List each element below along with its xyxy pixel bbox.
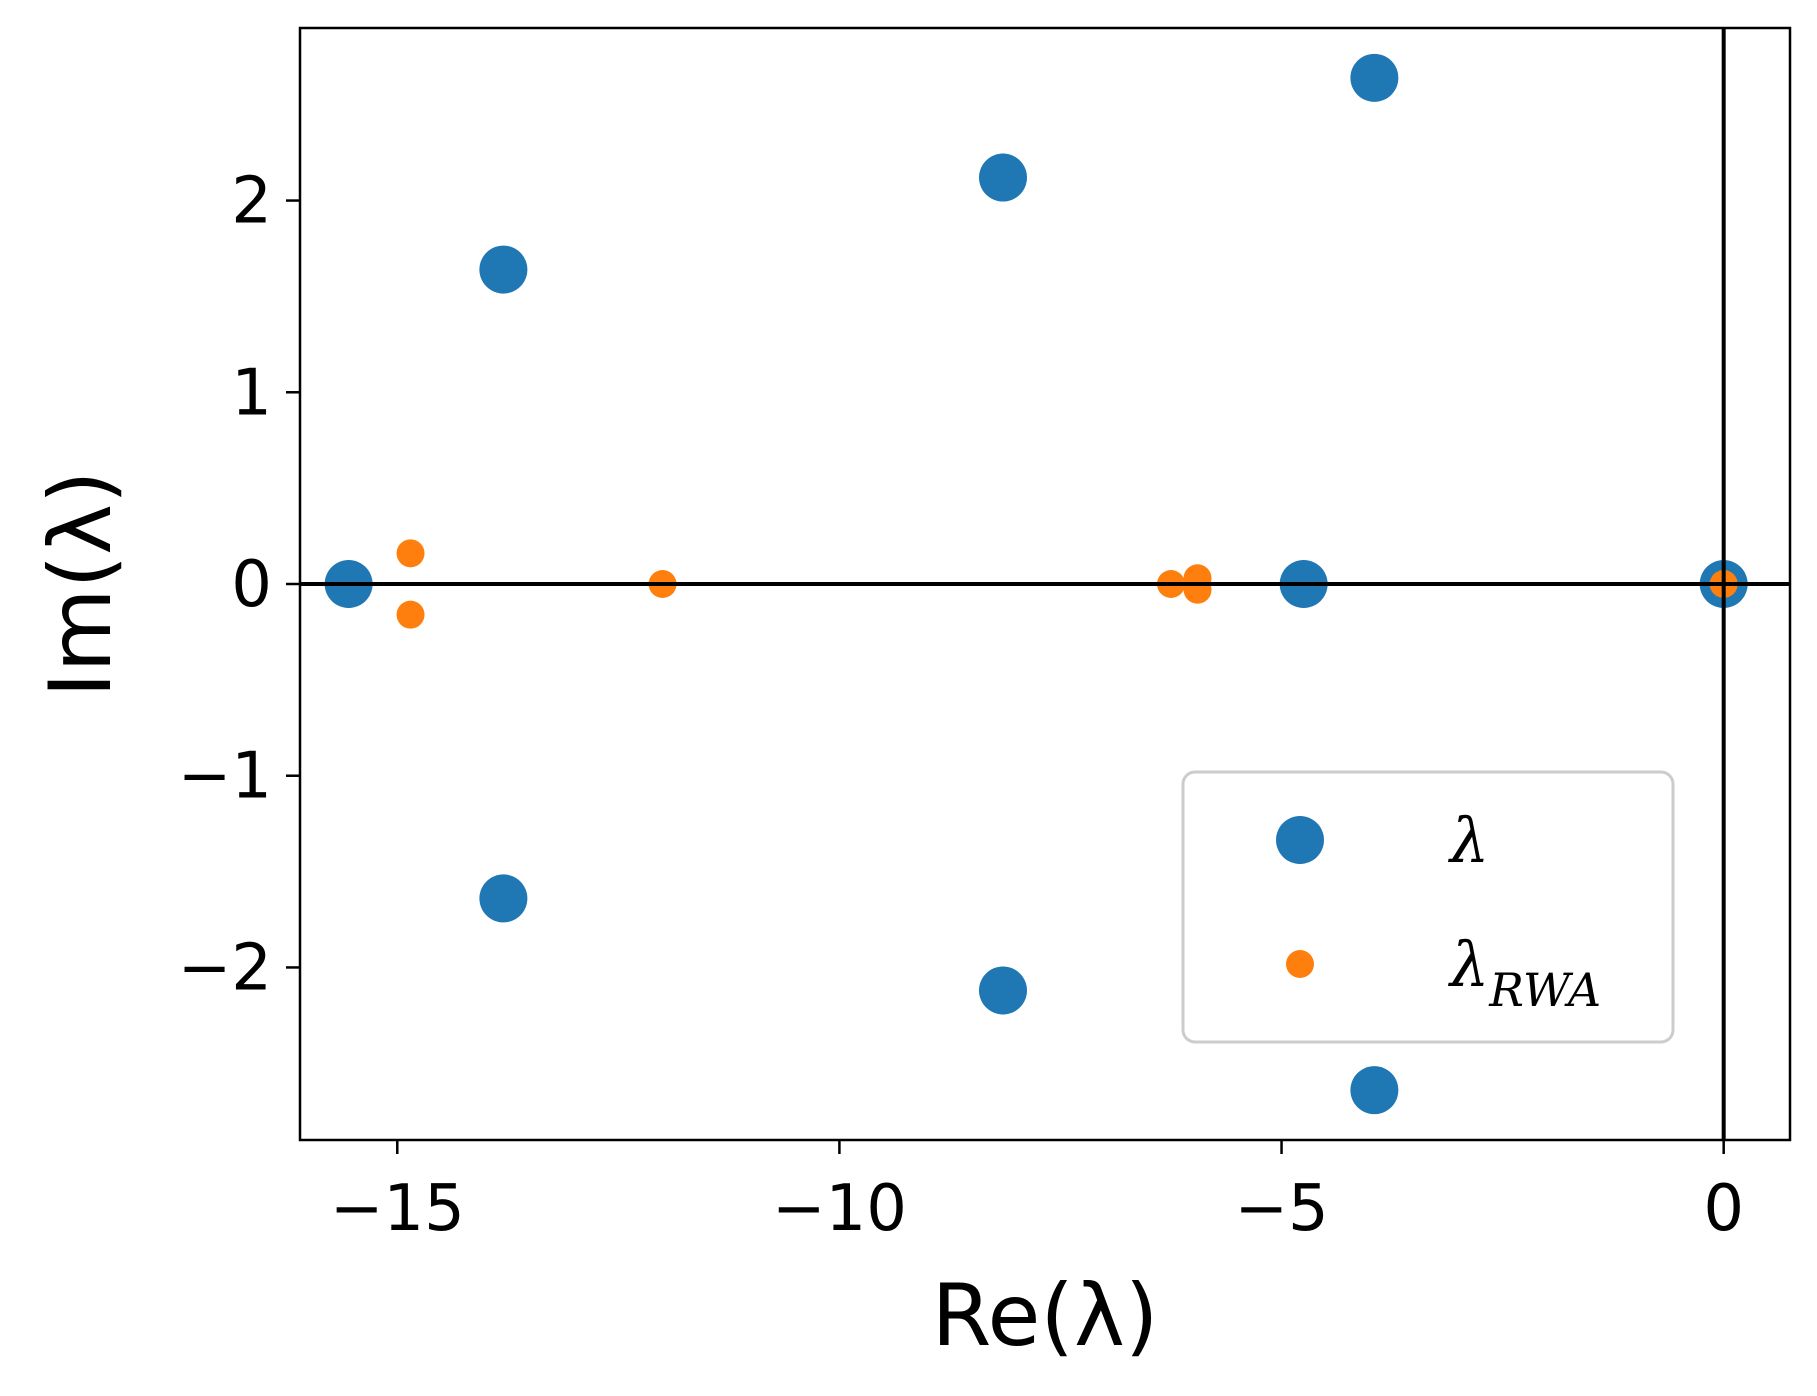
x-tick-label: 0	[1703, 1172, 1744, 1246]
legend-marker-0	[1276, 816, 1324, 864]
x-tick-label: −5	[1234, 1172, 1328, 1246]
series-0-point-1	[479, 245, 528, 294]
y-tick-label: −1	[178, 740, 272, 814]
y-tick-label: 2	[231, 165, 272, 239]
plot-frame	[298, 26, 1792, 1142]
legend-marker-1	[1286, 950, 1314, 978]
series-0-point-7	[1350, 1066, 1399, 1115]
y-axis-title: Im(λ)	[31, 470, 131, 697]
legend: λ λRWA	[1181, 770, 1675, 1044]
data-marks	[300, 28, 1790, 1140]
series-0-point-4	[978, 966, 1027, 1015]
x-tick-label: −15	[330, 1172, 465, 1246]
series-1-point-0	[396, 539, 425, 568]
y-tick-label: −2	[178, 931, 272, 1005]
series-1-point-5	[1183, 575, 1212, 604]
series-0-point-6	[1350, 53, 1399, 102]
x-axis-title: Re(λ)	[932, 1266, 1159, 1366]
legend-label-1: λRWA	[1447, 928, 1601, 1017]
y-tick-label: 0	[231, 548, 272, 622]
x-tick-label: −10	[772, 1172, 907, 1246]
series-0-point-2	[479, 874, 528, 923]
series-1-point-1	[396, 600, 425, 629]
legend-label-0: λ	[1447, 804, 1489, 877]
series-0-point-3	[978, 153, 1027, 202]
y-tick-label: 1	[231, 356, 272, 430]
